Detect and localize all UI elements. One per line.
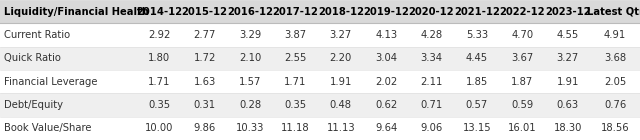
Text: 3.34: 3.34 bbox=[420, 53, 442, 63]
Text: 0.35: 0.35 bbox=[284, 100, 307, 110]
Bar bbox=[0, 47, 640, 70]
Text: 0.28: 0.28 bbox=[239, 100, 261, 110]
Text: 1.63: 1.63 bbox=[194, 77, 216, 87]
Text: 2.11: 2.11 bbox=[420, 77, 443, 87]
Text: 10.33: 10.33 bbox=[236, 123, 264, 133]
Text: 4.55: 4.55 bbox=[557, 30, 579, 40]
Text: 2023-12: 2023-12 bbox=[545, 7, 591, 17]
Text: 0.71: 0.71 bbox=[420, 100, 443, 110]
Text: 1.87: 1.87 bbox=[511, 77, 533, 87]
Text: 0.63: 0.63 bbox=[557, 100, 579, 110]
Text: 0.62: 0.62 bbox=[375, 100, 397, 110]
Text: Latest Qtr: Latest Qtr bbox=[587, 7, 640, 17]
Text: 11.13: 11.13 bbox=[326, 123, 355, 133]
Bar bbox=[0, 23, 640, 47]
Text: 3.27: 3.27 bbox=[330, 30, 352, 40]
Text: 3.87: 3.87 bbox=[284, 30, 307, 40]
Text: 2.77: 2.77 bbox=[193, 30, 216, 40]
Text: 3.04: 3.04 bbox=[375, 53, 397, 63]
Text: 1.80: 1.80 bbox=[148, 53, 170, 63]
Text: 9.06: 9.06 bbox=[420, 123, 443, 133]
Text: 2022-12: 2022-12 bbox=[499, 7, 545, 17]
Text: 0.59: 0.59 bbox=[511, 100, 533, 110]
Text: 0.35: 0.35 bbox=[148, 100, 170, 110]
Bar bbox=[0, 70, 640, 93]
Text: Debt/Equity: Debt/Equity bbox=[4, 100, 63, 110]
Text: 13.15: 13.15 bbox=[463, 123, 492, 133]
Text: 3.29: 3.29 bbox=[239, 30, 261, 40]
Text: Quick Ratio: Quick Ratio bbox=[4, 53, 61, 63]
Text: 3.27: 3.27 bbox=[557, 53, 579, 63]
Text: 0.31: 0.31 bbox=[194, 100, 216, 110]
Text: 3.68: 3.68 bbox=[604, 53, 626, 63]
Text: 2018-12: 2018-12 bbox=[318, 7, 364, 17]
Text: 2014-12: 2014-12 bbox=[136, 7, 182, 17]
Text: 0.48: 0.48 bbox=[330, 100, 352, 110]
Text: 3.67: 3.67 bbox=[511, 53, 533, 63]
Text: 4.13: 4.13 bbox=[375, 30, 397, 40]
Bar bbox=[0, 117, 640, 140]
Text: 2.55: 2.55 bbox=[284, 53, 307, 63]
Text: 1.72: 1.72 bbox=[193, 53, 216, 63]
Text: Current Ratio: Current Ratio bbox=[4, 30, 70, 40]
Text: 9.86: 9.86 bbox=[194, 123, 216, 133]
Text: 2.05: 2.05 bbox=[604, 77, 627, 87]
Text: 1.91: 1.91 bbox=[556, 77, 579, 87]
Bar bbox=[0, 0, 640, 23]
Text: 0.57: 0.57 bbox=[466, 100, 488, 110]
Text: 1.71: 1.71 bbox=[284, 77, 307, 87]
Text: 1.91: 1.91 bbox=[330, 77, 352, 87]
Text: 18.56: 18.56 bbox=[601, 123, 630, 133]
Text: 0.76: 0.76 bbox=[604, 100, 627, 110]
Text: 4.28: 4.28 bbox=[420, 30, 443, 40]
Text: 1.57: 1.57 bbox=[239, 77, 261, 87]
Text: 2016-12: 2016-12 bbox=[227, 7, 273, 17]
Text: 11.18: 11.18 bbox=[281, 123, 310, 133]
Text: 2019-12: 2019-12 bbox=[364, 7, 409, 17]
Text: 4.45: 4.45 bbox=[466, 53, 488, 63]
Text: Financial Leverage: Financial Leverage bbox=[4, 77, 97, 87]
Text: 2.10: 2.10 bbox=[239, 53, 261, 63]
Text: 16.01: 16.01 bbox=[508, 123, 536, 133]
Text: 1.85: 1.85 bbox=[466, 77, 488, 87]
Text: 4.91: 4.91 bbox=[604, 30, 627, 40]
Text: 1.71: 1.71 bbox=[148, 77, 171, 87]
Text: 2017-12: 2017-12 bbox=[273, 7, 318, 17]
Text: 2020-12: 2020-12 bbox=[409, 7, 454, 17]
Text: 18.30: 18.30 bbox=[554, 123, 582, 133]
Text: 2021-12: 2021-12 bbox=[454, 7, 500, 17]
Text: 4.70: 4.70 bbox=[511, 30, 533, 40]
Text: 2015-12: 2015-12 bbox=[182, 7, 228, 17]
Text: 2.92: 2.92 bbox=[148, 30, 171, 40]
Text: 5.33: 5.33 bbox=[466, 30, 488, 40]
Text: 10.00: 10.00 bbox=[145, 123, 173, 133]
Text: Liquidity/Financial Health: Liquidity/Financial Health bbox=[4, 7, 148, 17]
Text: Book Value/Share: Book Value/Share bbox=[4, 123, 92, 133]
Text: 9.64: 9.64 bbox=[375, 123, 397, 133]
Text: 2.02: 2.02 bbox=[375, 77, 397, 87]
Bar bbox=[0, 93, 640, 117]
Text: 2.20: 2.20 bbox=[330, 53, 352, 63]
